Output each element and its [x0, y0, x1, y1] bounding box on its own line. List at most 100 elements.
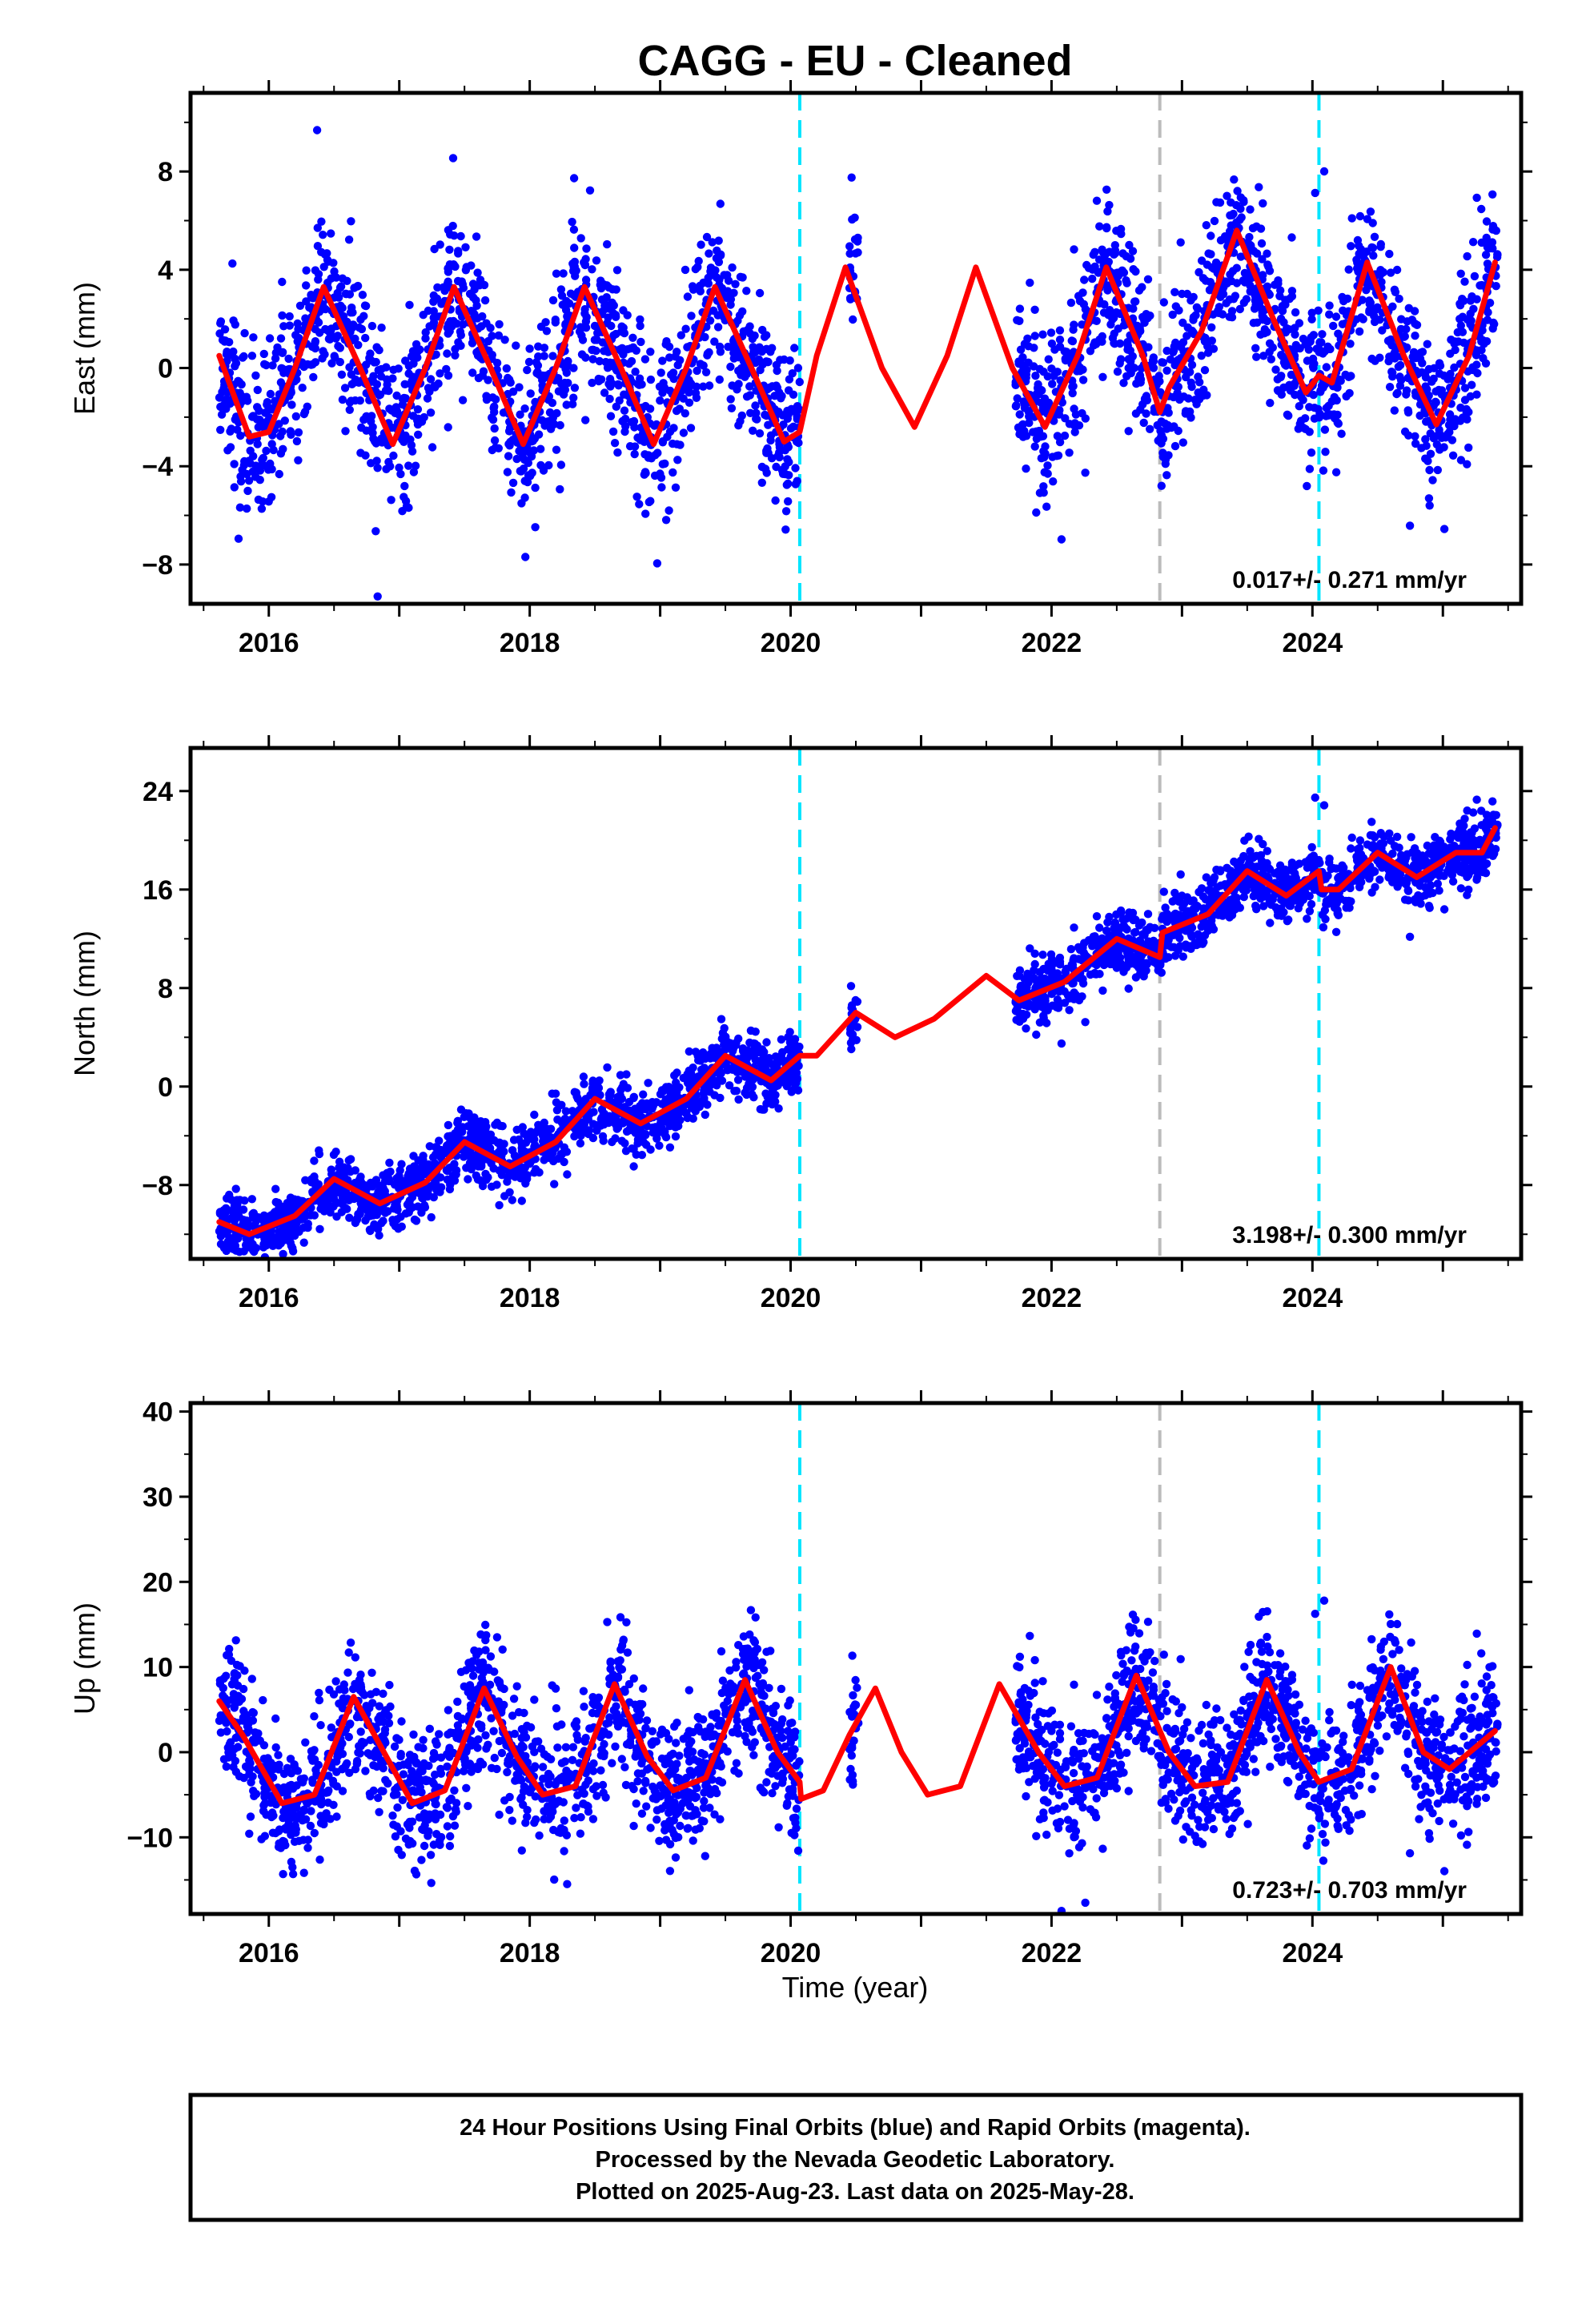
- data-point: [623, 311, 632, 320]
- data-point: [1376, 239, 1386, 249]
- data-point: [730, 1087, 739, 1096]
- data-point: [259, 453, 267, 463]
- data-point: [685, 1047, 693, 1056]
- data-point: [656, 469, 665, 478]
- data-point: [847, 173, 856, 182]
- data-point: [717, 1047, 725, 1056]
- data-point: [544, 1132, 553, 1141]
- data-point: [476, 1176, 485, 1185]
- data-point: [403, 1200, 412, 1209]
- data-point: [576, 1131, 585, 1140]
- data-point: [1425, 501, 1434, 510]
- data-point: [219, 1206, 228, 1215]
- data-point: [1463, 806, 1472, 815]
- data-point: [702, 232, 712, 242]
- data-point: [1126, 346, 1135, 355]
- rate-annotation: 0.017+/- 0.271 mm/yr: [1232, 567, 1467, 593]
- data-point: [1102, 185, 1111, 194]
- data-point: [367, 417, 375, 426]
- data-point: [1166, 423, 1176, 432]
- data-point: [581, 317, 591, 326]
- data-point: [551, 316, 560, 324]
- data-point: [267, 440, 276, 448]
- data-point: [1203, 348, 1213, 357]
- data-point: [220, 396, 229, 404]
- data-point: [1400, 332, 1410, 341]
- data-point: [504, 373, 512, 383]
- data-point: [1089, 250, 1098, 259]
- data-point: [560, 1143, 568, 1152]
- data-point: [369, 372, 378, 380]
- data-point: [1451, 337, 1460, 346]
- data-point: [484, 1173, 492, 1182]
- data-point: [784, 386, 793, 395]
- data-point: [646, 375, 656, 384]
- data-point: [432, 1143, 441, 1152]
- data-point: [398, 507, 407, 516]
- data-point: [1086, 347, 1095, 356]
- data-point: [1065, 420, 1074, 428]
- data-point: [610, 439, 620, 448]
- data-point: [278, 364, 287, 373]
- data-point: [781, 525, 790, 534]
- data-point: [341, 289, 351, 298]
- data-point: [846, 1025, 855, 1034]
- data-point: [1425, 465, 1434, 475]
- data-point: [628, 333, 637, 342]
- data-point: [267, 464, 276, 474]
- data-point: [290, 1231, 299, 1240]
- data-point: [215, 329, 224, 338]
- data-point: [1053, 432, 1062, 440]
- data-point: [287, 1241, 296, 1251]
- data-point: [673, 360, 682, 370]
- data-point: [488, 415, 498, 424]
- data-point: [717, 1015, 726, 1023]
- data-point: [1488, 797, 1497, 806]
- data-point: [1033, 389, 1042, 398]
- data-point: [251, 371, 260, 380]
- data-point: [615, 396, 624, 405]
- data-point: [1355, 883, 1364, 892]
- data-point: [750, 1039, 760, 1048]
- data-point: [640, 468, 650, 476]
- data-point: [552, 408, 561, 418]
- data-point: [693, 1098, 701, 1108]
- data-point: [572, 1088, 580, 1097]
- data-point: [725, 1081, 734, 1090]
- data-point: [1303, 481, 1311, 491]
- data-point: [784, 1045, 793, 1054]
- data-point: [339, 312, 348, 321]
- data-point: [734, 1034, 743, 1043]
- data-point: [1166, 355, 1175, 364]
- data-point: [226, 443, 235, 452]
- data-point: [604, 380, 613, 388]
- data-point: [535, 1168, 544, 1177]
- data-point: [1266, 399, 1275, 408]
- data-point: [365, 356, 374, 364]
- data-point: [347, 370, 355, 379]
- data-point: [1170, 888, 1179, 898]
- data-point: [299, 1238, 308, 1247]
- data-point: [354, 340, 363, 349]
- data-point: [673, 440, 681, 448]
- data-point: [745, 391, 754, 400]
- data-point: [658, 460, 667, 468]
- data-point: [1450, 363, 1459, 372]
- plot-area: [215, 748, 1502, 1259]
- data-point: [1078, 288, 1087, 297]
- data-point: [1143, 275, 1153, 283]
- data-point: [517, 499, 526, 508]
- data-point: [426, 408, 436, 417]
- data-point: [569, 393, 578, 402]
- data-point: [1116, 355, 1126, 364]
- data-point: [1162, 471, 1171, 480]
- data-point: [793, 415, 801, 424]
- data-point: [1336, 376, 1345, 385]
- data-point: [485, 1144, 495, 1152]
- data-point: [1462, 404, 1471, 414]
- data-point: [728, 263, 737, 272]
- data-point: [335, 1188, 344, 1197]
- data-point: [633, 1135, 643, 1144]
- data-point: [568, 1107, 577, 1116]
